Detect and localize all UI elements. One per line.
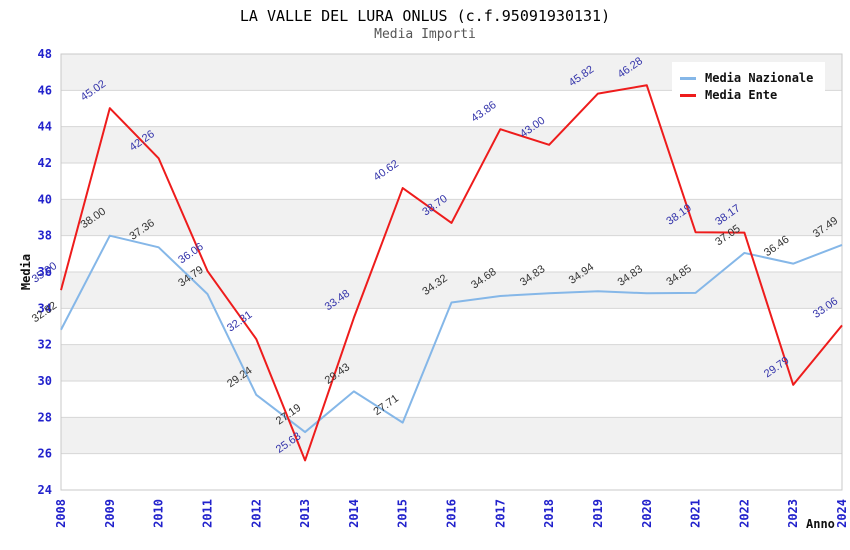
x-tick-label: 2023 [786,499,800,528]
y-tick-label: 24 [38,483,52,497]
plot-band [61,453,842,490]
x-tick-label: 2022 [737,499,751,528]
x-tick-label: 2024 [835,499,849,528]
x-tick-label: 2012 [249,499,263,528]
plot-band [61,308,842,345]
x-tick-label: 2017 [493,499,507,528]
legend-item-media-ente: Media Ente [680,88,813,102]
series-line-media-ente [60,84,843,462]
plot-band [61,163,842,200]
media-ente-line-swatch [680,93,696,97]
y-tick-label: 34 [38,301,52,315]
y-tick-label: 32 [38,338,52,352]
x-tick-label: 2016 [445,499,459,528]
x-tick-label: 2020 [640,499,654,528]
legend-label-media-ente: Media Ente [705,88,778,102]
y-axis-title: Media [19,253,33,291]
chart-title: LA VALLE DEL LURA ONLUS (c.f.95091930131… [239,7,611,25]
plot-band [61,199,842,236]
legend-label-media-nazionale: Media Nazionale [705,71,814,85]
x-axis-title: Anno [806,517,835,531]
plot-band [61,235,842,272]
plot-band [61,126,842,163]
plot-border [60,53,843,491]
x-tick-label: 2010 [152,499,166,528]
y-tick-label: 30 [38,374,52,388]
y-tick-label: 44 [38,120,52,134]
data-label-media-ente: 35.00 [30,260,59,286]
plot-band [61,344,842,381]
legend: Media Nazionale Media Ente [672,62,826,112]
media-nazionale-line-swatch [680,76,696,80]
y-tick-label: 26 [38,447,52,461]
legend-item-media-nazionale: Media Nazionale [680,71,813,85]
x-tick-label: 2008 [54,499,68,528]
y-tick-label: 46 [38,83,52,97]
x-tick-label: 2014 [347,499,361,528]
y-tick-label: 48 [38,47,52,61]
plot-band [61,381,842,418]
x-tick-label: 2021 [689,499,703,528]
y-tick-label: 40 [38,192,52,206]
x-tick-label: 2009 [103,499,117,528]
x-tick-label: 2018 [542,499,556,528]
x-tick-label: 2013 [298,499,312,528]
x-tick-label: 2015 [396,499,410,528]
y-tick-label: 28 [38,410,52,424]
y-tick-label: 38 [38,229,52,243]
y-tick-label: 42 [38,156,52,170]
y-tick-label: 36 [38,265,52,279]
series-line-media-nazionale [60,234,843,434]
x-tick-label: 2011 [200,499,214,528]
x-tick-label: 2019 [591,499,605,528]
chart-subtitle: Media Importi [374,27,476,42]
plot-band [61,417,842,454]
